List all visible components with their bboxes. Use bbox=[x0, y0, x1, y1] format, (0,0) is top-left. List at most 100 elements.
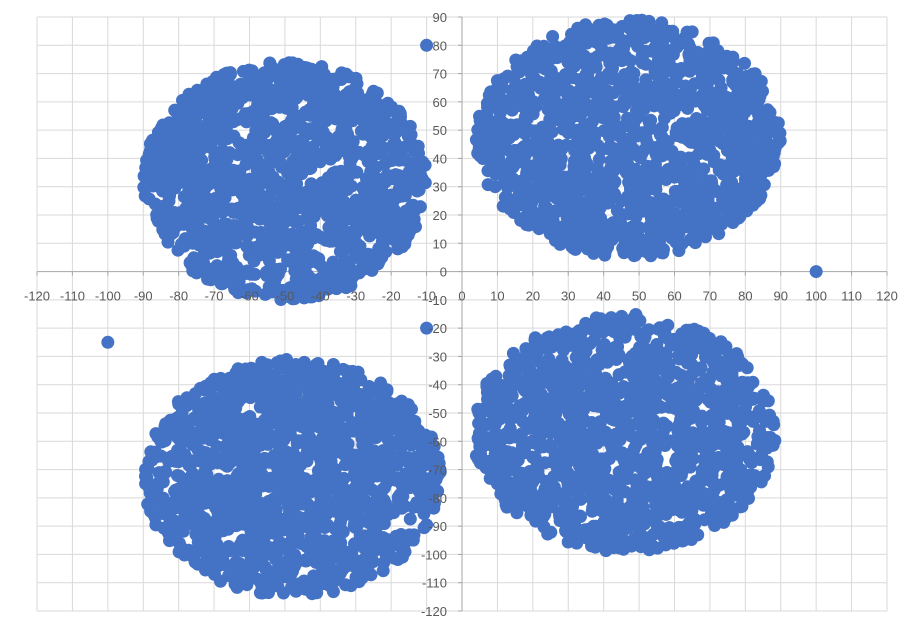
cluster-2-point bbox=[518, 77, 532, 91]
cluster-1-point bbox=[284, 65, 298, 79]
cluster-1-point bbox=[385, 154, 399, 167]
cluster-3-point bbox=[259, 510, 272, 524]
cluster-2-point bbox=[584, 178, 598, 192]
cluster-1-point bbox=[413, 168, 427, 182]
cluster-2-point bbox=[682, 37, 696, 51]
cluster-2-point bbox=[697, 228, 711, 242]
cluster-2-point bbox=[661, 163, 675, 176]
cluster-3-point bbox=[255, 468, 269, 482]
cluster-3-point bbox=[305, 412, 319, 426]
cluster-2-point bbox=[588, 197, 602, 211]
cluster-2-point bbox=[639, 57, 653, 71]
cluster-2-point bbox=[581, 208, 595, 222]
cluster-1-point bbox=[350, 102, 364, 116]
cluster-1-point bbox=[201, 272, 215, 286]
cluster-3-point bbox=[237, 368, 251, 382]
cluster-2-point bbox=[700, 77, 714, 91]
cluster-1-point bbox=[271, 268, 285, 281]
cluster-2-point bbox=[731, 189, 745, 202]
cluster-2-point bbox=[612, 129, 626, 143]
cluster-1-point bbox=[191, 193, 205, 207]
cluster-2-point bbox=[611, 147, 625, 161]
cluster-1-point bbox=[404, 200, 418, 214]
cluster-2-point bbox=[726, 50, 740, 64]
cluster-3-point bbox=[198, 496, 212, 510]
cluster-2-point bbox=[629, 210, 643, 224]
cluster-3-point bbox=[275, 430, 289, 444]
cluster-1-point bbox=[267, 141, 281, 155]
cluster-3-point bbox=[276, 386, 290, 400]
cluster-2-point bbox=[514, 54, 528, 68]
cluster-2-point bbox=[681, 190, 695, 204]
cluster-2-point bbox=[716, 167, 730, 181]
cluster-2-point bbox=[657, 243, 670, 256]
cluster-3-point bbox=[184, 482, 198, 495]
cluster-1-point bbox=[240, 286, 253, 300]
cluster-2-point bbox=[555, 142, 568, 156]
cluster-3-point bbox=[238, 490, 251, 504]
cluster-1-point bbox=[393, 107, 407, 120]
cluster-1-point bbox=[208, 86, 222, 99]
cluster-3-point bbox=[148, 499, 162, 513]
cluster-1-point bbox=[387, 128, 401, 142]
cluster-3-point bbox=[376, 564, 390, 578]
cluster-2-point bbox=[515, 99, 529, 113]
cluster-3-point bbox=[241, 428, 255, 442]
cluster-2-point bbox=[709, 201, 723, 215]
cluster-1-point bbox=[269, 282, 283, 296]
cluster-2-point bbox=[540, 201, 554, 215]
cluster-1-point bbox=[291, 215, 305, 228]
cluster-1-point bbox=[250, 163, 264, 177]
cluster-3-point bbox=[181, 453, 195, 466]
cluster-2-point bbox=[566, 199, 580, 213]
cluster-2-point bbox=[655, 130, 669, 144]
cluster-1-point bbox=[248, 225, 262, 239]
cluster-3-point bbox=[386, 472, 400, 486]
cluster-1-point bbox=[272, 100, 286, 114]
cluster-3-point bbox=[238, 535, 252, 548]
cluster-1-point bbox=[347, 197, 360, 211]
cluster-3-point bbox=[293, 470, 307, 484]
cluster-1-point bbox=[368, 101, 381, 115]
cluster-3-point bbox=[191, 557, 205, 571]
cluster-1-point bbox=[375, 235, 389, 249]
cluster-2-point bbox=[691, 203, 704, 217]
cluster-1-point bbox=[284, 168, 298, 182]
cluster-2-point bbox=[531, 172, 545, 186]
cluster-2-point bbox=[615, 221, 629, 235]
cluster-2-point bbox=[666, 100, 679, 114]
cluster-3-point bbox=[218, 491, 232, 505]
cluster-1-point bbox=[218, 191, 232, 205]
points-layer bbox=[101, 13, 823, 601]
cluster-3-point bbox=[259, 548, 273, 562]
cluster-2-point bbox=[716, 114, 730, 128]
cluster-1-point bbox=[153, 126, 167, 140]
cluster-1-point bbox=[232, 136, 246, 150]
cluster-2-point bbox=[638, 92, 652, 106]
cluster-2-point bbox=[688, 167, 702, 181]
cluster-1-point bbox=[292, 143, 306, 157]
cluster-2-point bbox=[642, 14, 656, 28]
cluster-3-point bbox=[312, 467, 326, 481]
cluster-1-point bbox=[282, 211, 295, 225]
cluster-2-point bbox=[599, 83, 613, 97]
cluster-3-point bbox=[355, 431, 369, 445]
cluster-3-point bbox=[277, 480, 291, 493]
cluster-2-point bbox=[553, 237, 567, 251]
cluster-2-point bbox=[545, 124, 559, 138]
cluster-3-point bbox=[364, 568, 378, 582]
cluster-3-point bbox=[404, 415, 418, 429]
cluster-2-point bbox=[557, 78, 571, 92]
cluster-2-point bbox=[532, 222, 546, 236]
cluster-3-point bbox=[207, 372, 221, 386]
cluster-1-point bbox=[333, 245, 347, 259]
cluster-2-point bbox=[732, 121, 746, 135]
cluster-2-point bbox=[706, 56, 720, 70]
cluster-2-point bbox=[561, 55, 575, 69]
cluster-3-point bbox=[275, 361, 289, 375]
cluster-3-point bbox=[298, 582, 312, 596]
cluster-1-point bbox=[220, 111, 234, 125]
cluster-3-point bbox=[272, 516, 286, 530]
cluster-1-point bbox=[371, 143, 385, 157]
cluster-3-point bbox=[181, 433, 195, 447]
